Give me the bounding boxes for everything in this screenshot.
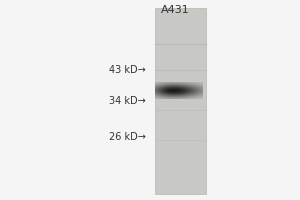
Text: A431: A431 xyxy=(161,5,190,15)
Text: 34 kD→: 34 kD→ xyxy=(109,96,146,106)
Text: 43 kD→: 43 kD→ xyxy=(109,65,146,75)
Bar xyxy=(154,8,206,194)
Text: 26 kD→: 26 kD→ xyxy=(109,132,146,142)
